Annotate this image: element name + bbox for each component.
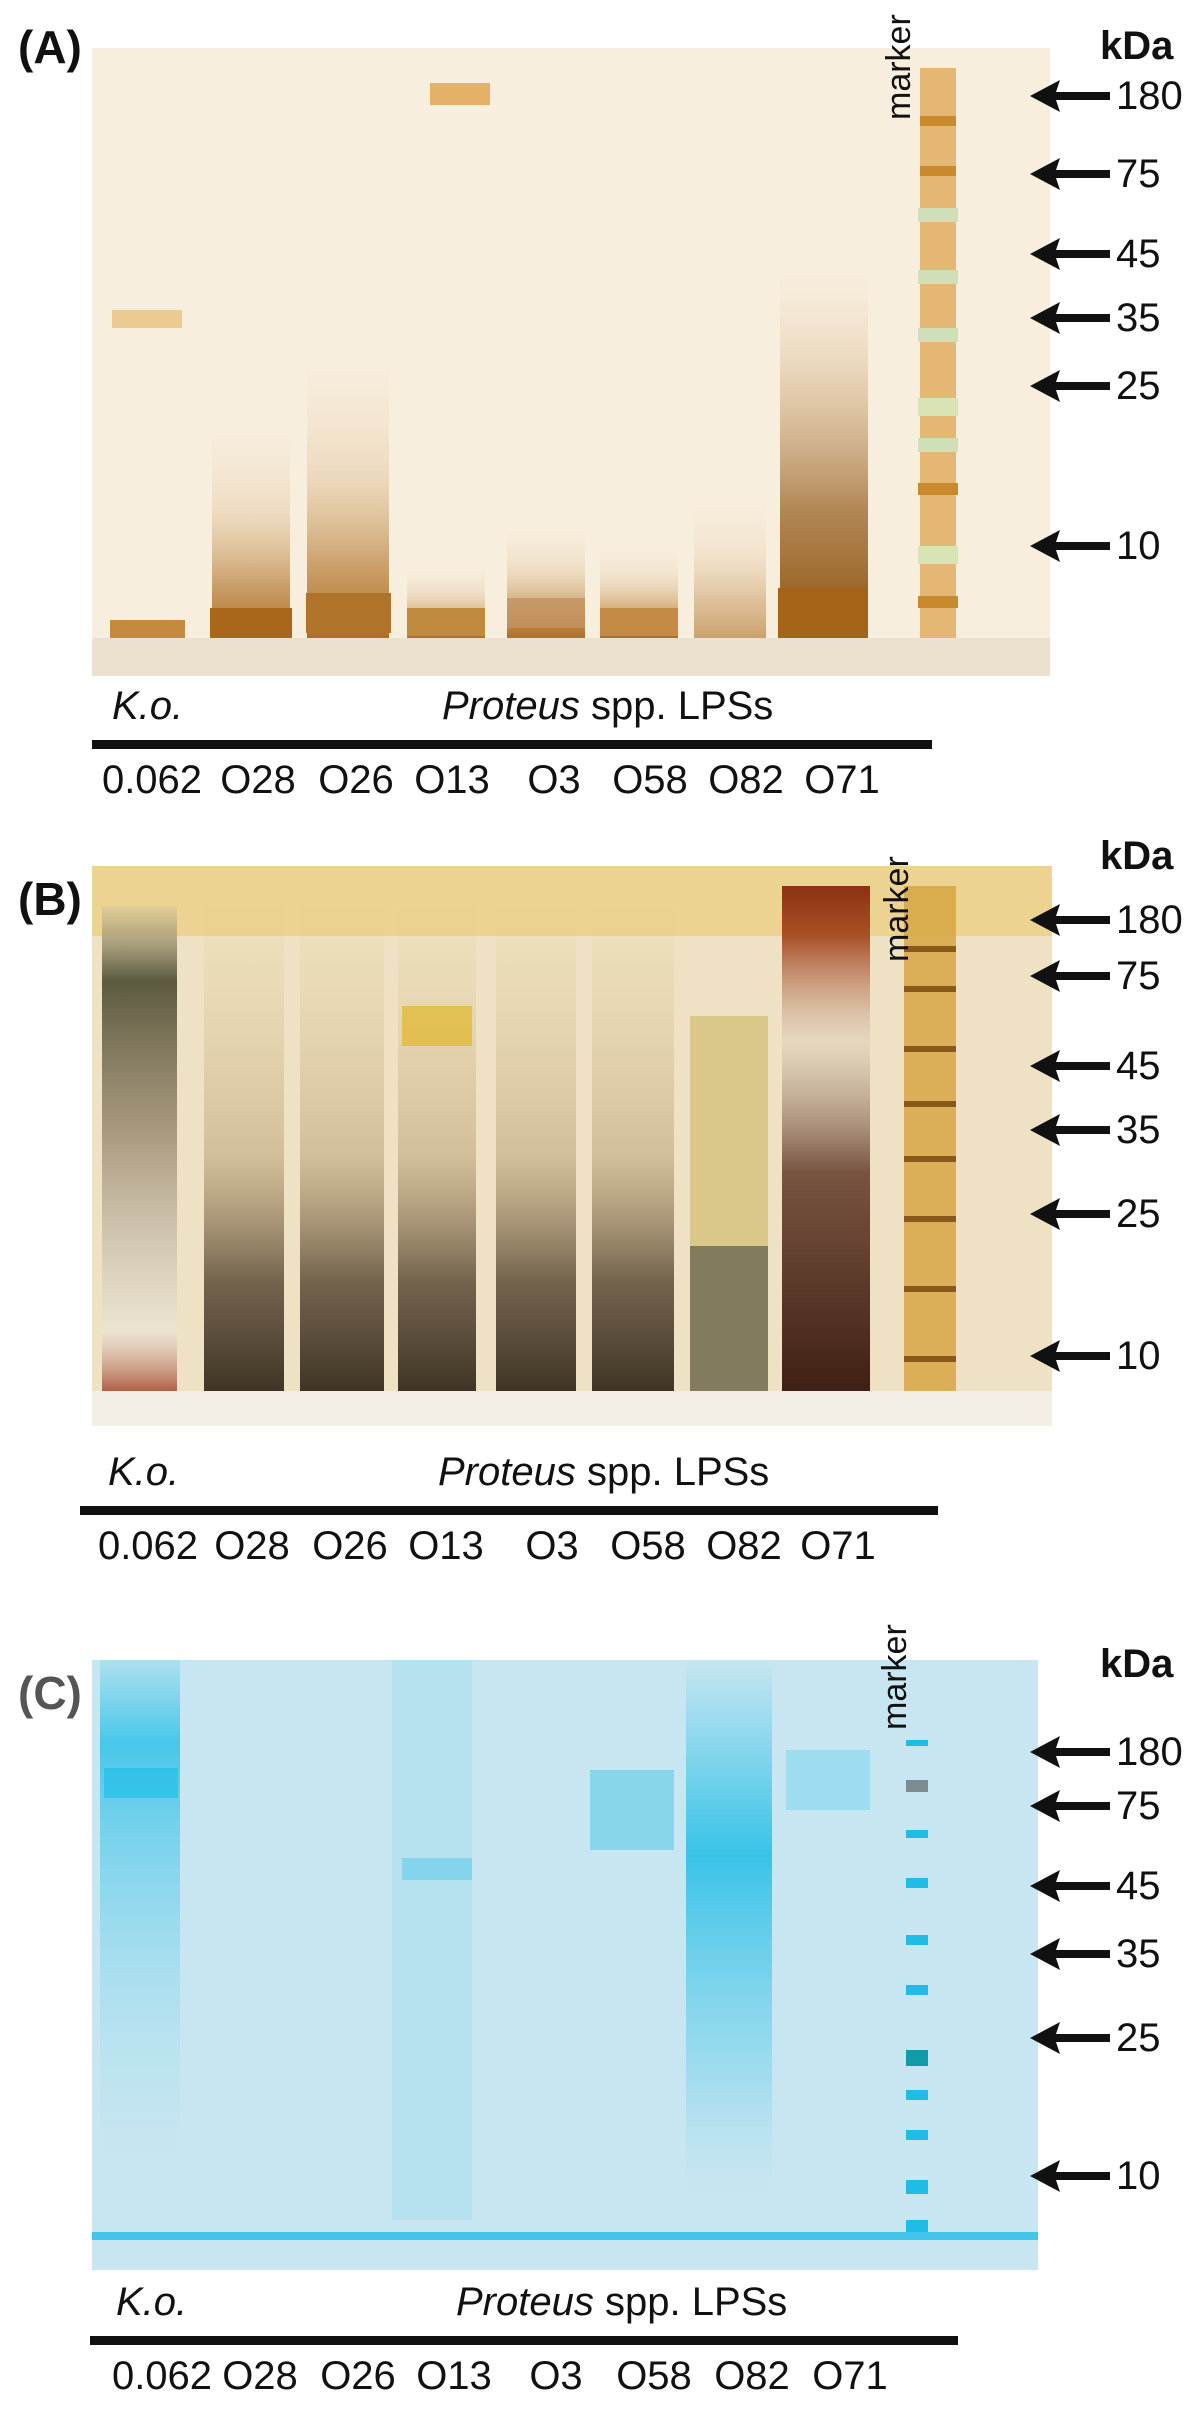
lane-label: 0.062 [97,1524,199,1568]
marker-lane-label: marker [876,1624,914,1730]
panel-a: (A) [0,0,1200,810]
marker-180: 180 [1030,894,1183,946]
lane-label: O58 [612,758,688,802]
caption-genus: Proteus [442,684,580,728]
caption: K.o. Proteus spp. LPSs [116,2280,976,2325]
lane-label: O58 [610,1524,686,1568]
lane-label: O26 [320,2354,396,2398]
lane-label: O26 [318,758,394,802]
arrow-left-icon [1030,1790,1110,1822]
arrow-left-icon [1030,158,1110,190]
caption-ko: K.o. [108,1450,180,1494]
caption-suffix: spp. LPSs [575,1450,770,1494]
arrow-left-icon [1030,530,1110,562]
lane-label: O3 [527,758,581,802]
caption-rule [90,2336,958,2345]
caption-rule [92,740,932,749]
arrow-left-icon [1030,1050,1110,1082]
arrow-left-icon [1030,302,1110,334]
lane-label: O3 [525,1524,579,1568]
arrow-left-icon [1030,1114,1110,1146]
marker-75: 75 [1030,148,1161,200]
arrow-left-icon [1030,904,1110,936]
marker-10: 10 [1030,2150,1161,2202]
marker-25: 25 [1030,360,1161,412]
arrow-left-icon [1030,1736,1110,1768]
caption-ko: K.o. [112,684,184,728]
panel-label: (C) [18,1667,82,1719]
caption-suffix: spp. LPSs [579,684,774,728]
lane-label: O28 [222,2354,298,2398]
lane-labels: 0.062 O28 O26 O13 O3 O58 O82 O71 [0,1524,1200,1574]
lane-label: O82 [714,2354,790,2398]
lane-labels: 0.062 O28 O26 O13 O3 O58 O82 O71 [0,758,1200,808]
arrow-left-icon [1030,1870,1110,1902]
marker-lane-label: marker [880,14,918,120]
marker-25: 25 [1030,2012,1161,2064]
marker-10: 10 [1030,1330,1161,1382]
lane-label: O71 [800,1524,876,1568]
marker-75: 75 [1030,950,1161,1002]
lane-label: O28 [214,1524,290,1568]
marker-25: 25 [1030,1188,1161,1240]
arrow-left-icon [1030,1938,1110,1970]
arrow-left-icon [1030,2022,1110,2054]
lane-label: 0.062 [101,758,203,802]
panel-b: (B) [0,820,1200,1600]
lane-label: O28 [220,758,296,802]
panel-label: (A) [18,21,82,73]
panel-c: (C) [0,1610,1200,2422]
arrow-left-icon [1030,1198,1110,1230]
gel-image-c [92,1660,1038,2270]
arrow-left-icon [1030,80,1110,112]
marker-lane-label: marker [878,856,916,962]
lane-label: O71 [812,2354,888,2398]
arrow-left-icon [1030,2160,1110,2192]
marker-35: 35 [1030,1928,1161,1980]
marker-75: 75 [1030,1780,1161,1832]
lane-label: 0.062 [111,2354,213,2398]
gel-image-b [92,866,1052,1426]
arrow-left-icon [1030,960,1110,992]
caption-genus: Proteus [456,2280,594,2324]
lane-label: O26 [312,1524,388,1568]
lane-label: O82 [706,1524,782,1568]
caption-rule [80,1506,938,1515]
lane-label: O58 [616,2354,692,2398]
caption-ko: K.o. [116,2280,188,2324]
lane-label: O13 [408,1524,484,1568]
gel-image-a [92,48,1050,676]
marker-35: 35 [1030,1104,1161,1156]
kda-label: kDa [1100,24,1174,68]
caption-suffix: spp. LPSs [593,2280,788,2324]
caption: K.o. Proteus spp. LPSs [108,1450,968,1495]
lane-label: O13 [416,2354,492,2398]
arrow-left-icon [1030,1340,1110,1372]
arrow-left-icon [1030,370,1110,402]
lane-label: O3 [529,2354,583,2398]
marker-10: 10 [1030,520,1161,572]
lane-label: O82 [708,758,784,802]
marker-45: 45 [1030,228,1161,280]
arrow-left-icon [1030,238,1110,270]
lane-label: O71 [804,758,880,802]
marker-180: 180 [1030,1726,1183,1778]
marker-45: 45 [1030,1860,1161,1912]
marker-45: 45 [1030,1040,1161,1092]
caption: K.o. Proteus spp. LPSs [112,684,972,729]
marker-35: 35 [1030,292,1161,344]
marker-180: 180 [1030,70,1183,122]
kda-label: kDa [1100,834,1174,878]
caption-genus: Proteus [438,1450,576,1494]
lane-label: O13 [414,758,490,802]
lane-labels: 0.062 O28 O26 O13 O3 O58 O82 O71 [0,2354,1200,2404]
panel-label: (B) [18,873,82,925]
kda-label: kDa [1100,1642,1174,1686]
